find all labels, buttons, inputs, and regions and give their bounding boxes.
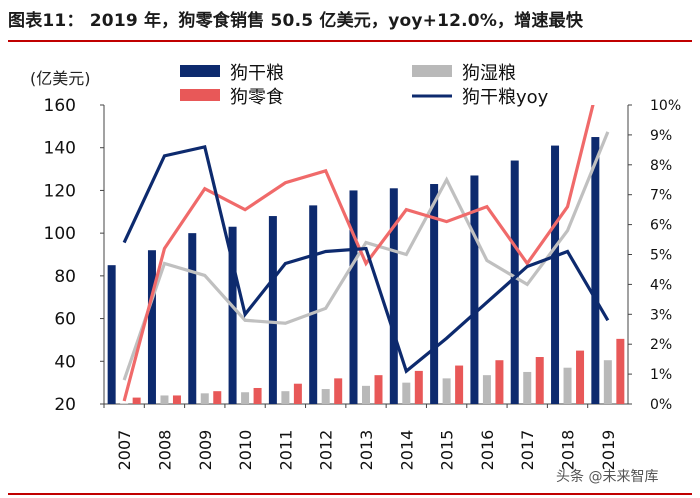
bar [576, 350, 585, 404]
bar [591, 137, 600, 405]
x-tick-label: 2017 [518, 430, 537, 471]
bar [362, 385, 370, 404]
y-tick-label: 160 [44, 96, 76, 116]
legend-item: 狗干粮 [180, 63, 284, 84]
x-tick-label: 2016 [478, 430, 497, 471]
bar [213, 391, 222, 404]
bar [120, 403, 129, 404]
y2-tick-label: 4% [650, 277, 672, 293]
legend-item: 狗干粮yoy [412, 87, 549, 108]
bar [228, 226, 237, 404]
legend-swatch [180, 65, 220, 77]
y-tick-label: 100 [44, 224, 76, 244]
bar [268, 216, 277, 404]
bar [414, 370, 423, 404]
y-tick-label: 40 [54, 352, 76, 372]
x-tick-label: 2012 [317, 430, 336, 471]
legend-swatch [180, 89, 220, 101]
bar [389, 188, 398, 404]
x-tick-label: 2015 [438, 430, 457, 471]
y2-tick-label: 1% [650, 367, 672, 383]
y2-tick-label: 0% [650, 397, 672, 413]
y2-tick-label: 10% [650, 98, 681, 114]
bar [535, 357, 544, 404]
watermark: 头条 @未来智库 [556, 469, 659, 485]
bar [470, 175, 479, 404]
y2-tick-label: 6% [650, 218, 672, 234]
line-marks [122, 105, 610, 402]
bar-marks [107, 137, 625, 405]
legend-swatch [412, 65, 452, 77]
bar [147, 250, 156, 404]
x-tick-label: 2018 [559, 430, 578, 471]
x-tick-label: 2014 [397, 430, 416, 471]
bar [523, 371, 532, 404]
bar [253, 387, 262, 404]
bar [132, 397, 141, 404]
y2-tick-label: 5% [650, 248, 672, 264]
bottom-divider [8, 493, 692, 495]
x-tick-label: 2019 [599, 430, 618, 471]
y2-tick-label: 3% [650, 307, 672, 323]
bar [442, 378, 451, 404]
legend-item: 狗零食 [180, 87, 284, 108]
bar [241, 392, 250, 404]
x-tick-label: 2007 [115, 430, 134, 471]
y2-tick-label: 2% [650, 337, 672, 353]
legend-label: 狗干粮 [230, 63, 284, 84]
bar [616, 338, 625, 404]
bar [563, 367, 572, 404]
x-tick-label: 2008 [155, 430, 174, 471]
y2-tick-label: 8% [650, 158, 672, 174]
y-tick-label: 60 [54, 310, 76, 330]
bar [430, 184, 439, 404]
x-tick-label: 2013 [357, 430, 376, 471]
bar [107, 265, 116, 404]
bar [200, 393, 209, 404]
y-tick-label: 140 [44, 139, 76, 159]
bar [188, 233, 197, 404]
y-tick-label: 20 [54, 395, 76, 415]
series-line [122, 131, 610, 381]
legend-label: 狗零食 [230, 87, 284, 108]
legend-item: 狗湿粮 [412, 63, 516, 84]
title-divider [8, 40, 692, 42]
bar [510, 160, 519, 404]
series-line [122, 105, 595, 402]
bar [374, 375, 383, 404]
bar [495, 360, 504, 404]
bar [455, 365, 464, 404]
x-tick-label: 2011 [276, 430, 295, 471]
bar [349, 190, 358, 404]
y-tick-label: 80 [54, 267, 76, 287]
bar [309, 205, 318, 404]
bar [551, 145, 560, 405]
bar [160, 395, 169, 404]
tick-labels: 20 40 60 80 100 120 140 160 0% 1% 2% 3% 4% 5% 6% 7% 8% 9%… [44, 96, 682, 470]
y-tick-label: 120 [44, 181, 76, 201]
bar [603, 360, 612, 404]
x-tick-label: 2009 [196, 430, 215, 471]
legend-label: 狗湿粮 [462, 63, 516, 84]
y-axis-unit-label: (亿美元) [30, 69, 91, 88]
legend-label: 狗干粮yoy [462, 87, 549, 108]
chart-title: 图表11： 2019 年，狗零食销售 50.5 亿美元，yoy+12.0%，增速… [8, 11, 584, 31]
bar [293, 383, 302, 404]
bar [334, 378, 343, 404]
bar [321, 389, 330, 404]
bar [281, 391, 290, 404]
bar [172, 395, 181, 404]
series-line [122, 144, 610, 374]
y2-tick-label: 9% [650, 128, 672, 144]
bar [402, 382, 411, 404]
y2-tick-label: 7% [650, 188, 672, 204]
x-tick-label: 2010 [236, 430, 255, 471]
bar [482, 375, 491, 404]
